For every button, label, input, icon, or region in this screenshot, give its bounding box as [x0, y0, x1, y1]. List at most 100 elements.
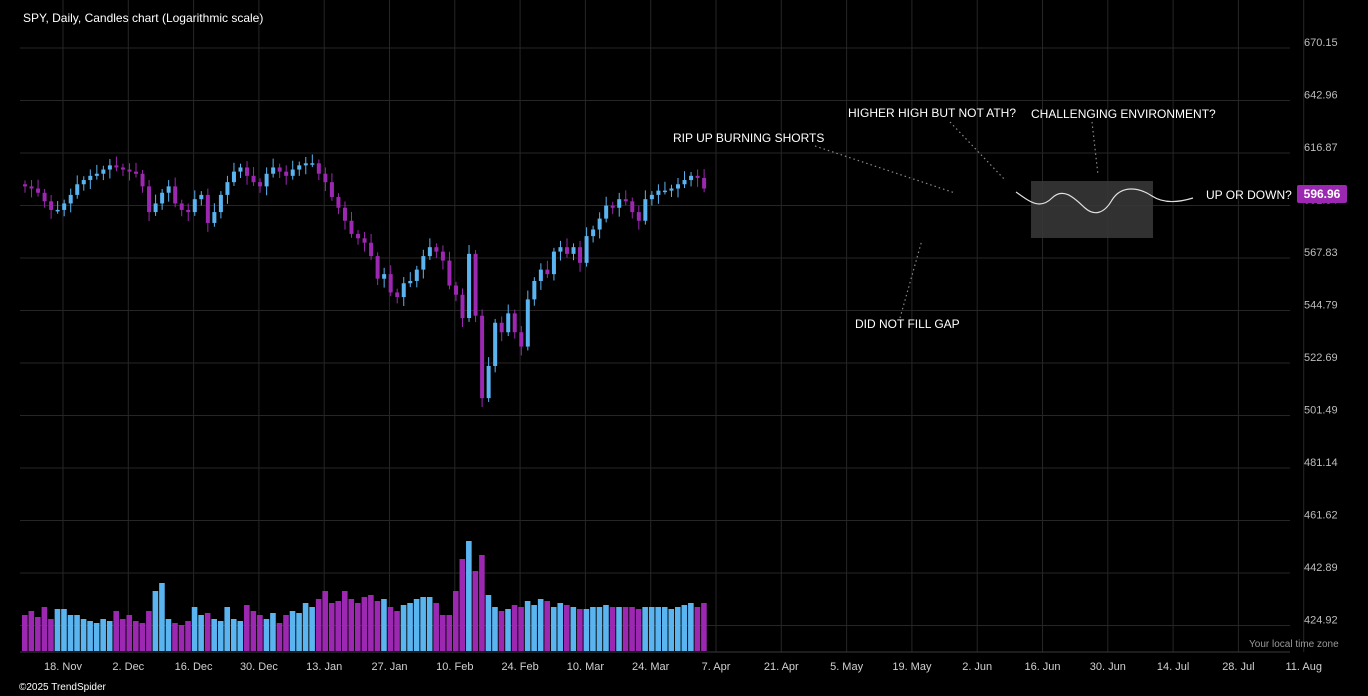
candle-body — [623, 199, 628, 202]
volume-bar — [146, 611, 152, 651]
volume-bar — [178, 625, 185, 651]
candle-body — [408, 280, 413, 284]
candle-body — [160, 192, 165, 204]
y-tick-label: 522.69 — [1304, 352, 1338, 364]
candle-body — [440, 251, 445, 261]
x-tick-label: 19. May — [892, 661, 932, 673]
grid — [20, 0, 1305, 653]
volume-bar — [283, 615, 289, 651]
volume-bar — [661, 607, 668, 651]
volume-bar — [328, 603, 335, 651]
volume-bar — [244, 605, 250, 651]
candle-body — [153, 203, 158, 213]
candle-body — [584, 236, 589, 263]
volume-bar — [100, 619, 106, 651]
x-tick-label: 30. Jun — [1090, 661, 1126, 673]
candle-body — [173, 186, 178, 204]
candle-body — [277, 167, 282, 172]
volume-bar — [524, 601, 531, 651]
volume-bar — [550, 607, 557, 651]
candle-body — [669, 188, 674, 191]
volume-bar — [296, 613, 302, 651]
candle-body — [49, 201, 54, 210]
candle-body — [245, 167, 250, 176]
x-tick-label: 27. Jan — [371, 661, 407, 673]
volume-bar — [413, 599, 420, 651]
candle-body — [486, 365, 491, 399]
x-tick-label: 2. Dec — [112, 661, 144, 673]
volume-bar — [374, 601, 381, 651]
candle-body — [610, 205, 615, 208]
candle-body — [303, 163, 308, 166]
x-tick-label: 14. Jul — [1157, 661, 1189, 673]
x-axis-labels: 18. Nov 2. Dec 16. Dec 30. Dec 13. Jan 27. Ja… — [44, 661, 1322, 673]
volume-bar — [472, 571, 479, 651]
candle-body — [401, 283, 406, 298]
volume-bar — [198, 615, 204, 651]
volume-bar — [407, 603, 413, 651]
candle-body — [519, 332, 524, 347]
candle-body — [94, 173, 99, 176]
candle-body — [23, 184, 27, 187]
candle-body — [68, 194, 73, 204]
volume-bar — [28, 611, 35, 651]
y-axis-labels: 670.15642.96616.87591.84567.83544.79522.… — [1304, 37, 1338, 627]
projection-path — [1015, 188, 1194, 214]
volume-bar — [498, 611, 505, 651]
volume-bar — [466, 541, 472, 651]
y-tick-label: 481.14 — [1304, 457, 1338, 469]
candle-body — [656, 190, 661, 195]
volume-bar — [191, 607, 198, 651]
candle-body — [480, 315, 485, 399]
volume-bar — [302, 603, 309, 651]
volume-bar — [119, 619, 126, 651]
volume-bar — [217, 621, 224, 651]
candle-body — [290, 169, 295, 176]
candle-body — [689, 175, 694, 181]
candle-body — [532, 280, 537, 300]
candle-body — [349, 220, 354, 234]
candle-body — [258, 182, 263, 187]
volume-bar — [165, 619, 172, 651]
candle-body — [62, 203, 67, 210]
volume-bar — [93, 623, 100, 651]
y-tick-label: 642.96 — [1304, 90, 1338, 102]
volume-bar — [126, 615, 133, 651]
volume-bar — [211, 619, 217, 651]
volume-bars — [22, 541, 707, 651]
timezone-label[interactable]: Your local time zone — [1249, 639, 1339, 650]
candle-body — [225, 182, 230, 195]
candle-body — [662, 190, 667, 193]
volume-bar — [113, 611, 120, 651]
annotation-gap: DID NOT FILL GAP — [855, 317, 960, 331]
candle-body — [120, 167, 125, 170]
chart-title: SPY, Daily, Candles chart (Logarithmic s… — [23, 11, 264, 25]
volume-bar — [315, 599, 322, 651]
candle-body — [382, 274, 387, 279]
volume-bar — [622, 607, 629, 651]
volume-bar — [655, 607, 662, 651]
candle-body — [447, 260, 452, 286]
candle-body — [493, 322, 498, 366]
candle-body — [467, 253, 472, 319]
x-tick-label: 10. Mar — [567, 661, 605, 673]
x-tick-label: 18. Nov — [44, 661, 82, 673]
volume-bar — [237, 621, 244, 651]
x-tick-label: 2. Jun — [962, 661, 992, 673]
volume-bar — [322, 591, 328, 651]
volume-bar — [400, 605, 407, 651]
volume-bar — [596, 607, 603, 651]
candle-body — [369, 242, 374, 257]
volume-bar — [35, 617, 41, 651]
volume-bar — [563, 605, 570, 651]
volume-bar — [61, 609, 67, 651]
volume-bar — [257, 615, 263, 651]
candle-body — [127, 169, 132, 172]
volume-bar — [557, 603, 564, 651]
volume-bar — [48, 619, 54, 651]
candle-body — [271, 167, 276, 174]
x-tick-label: 13. Jan — [306, 661, 342, 673]
candle-body — [421, 256, 426, 270]
volume-bar — [361, 597, 368, 651]
candle-body — [36, 188, 41, 193]
